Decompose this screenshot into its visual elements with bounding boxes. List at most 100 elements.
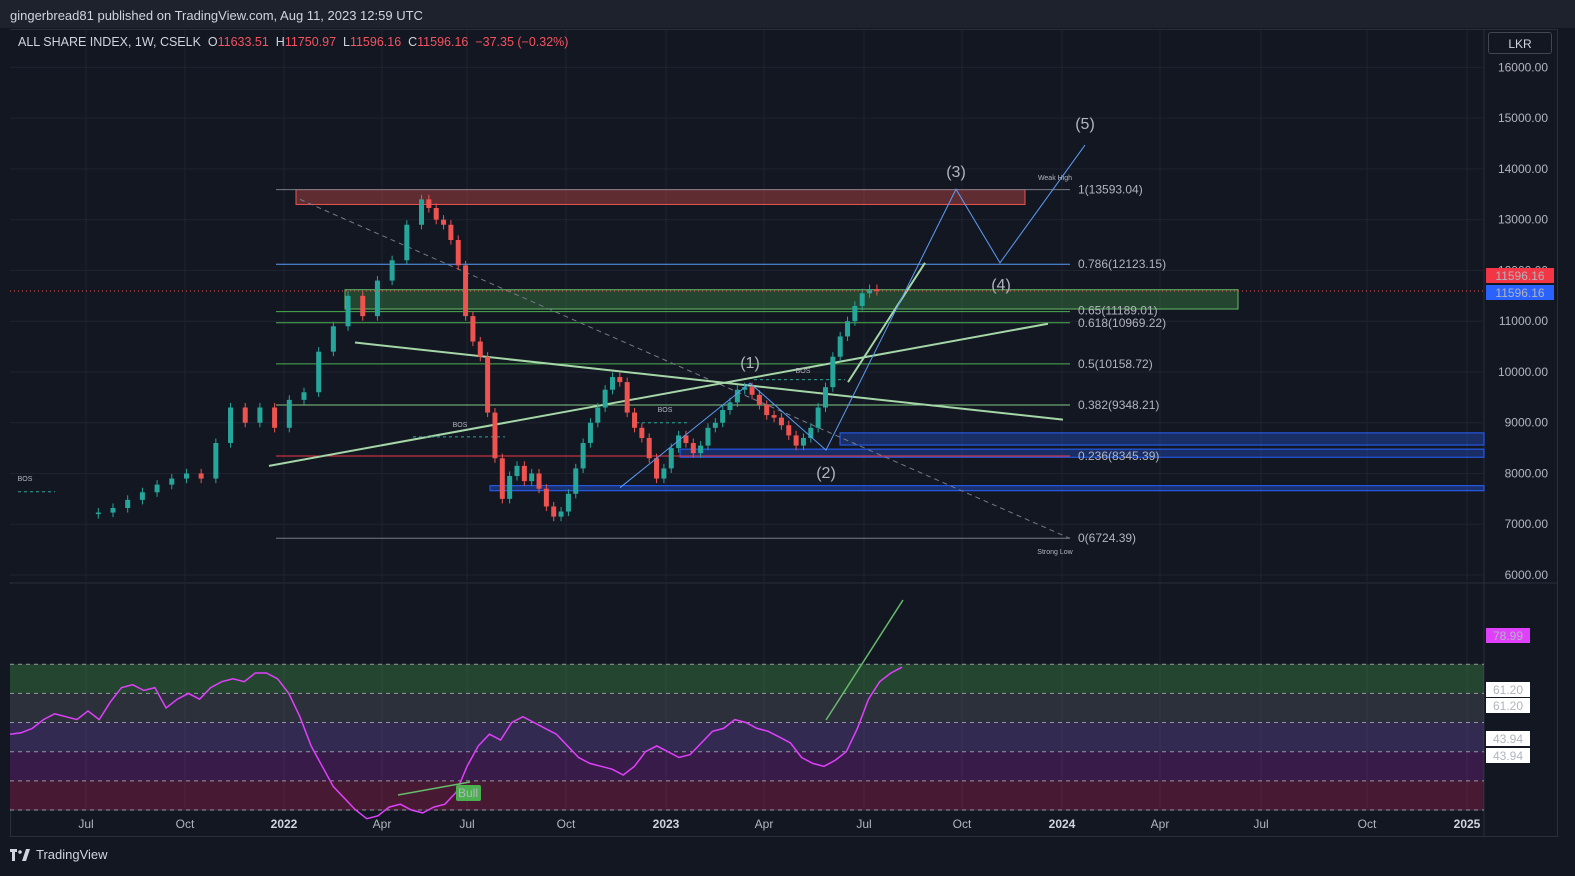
weak-high-label: Weak High: [1038, 175, 1072, 182]
bos-label: BOS: [18, 476, 33, 483]
rsi-level-label: 61.20: [1493, 699, 1523, 713]
price-tick-label: 6000.00: [1505, 568, 1549, 582]
rsi-level-badge: [1486, 731, 1530, 746]
rsi-band: [10, 722, 1484, 752]
wave-label: (2): [816, 465, 836, 482]
candle: [499, 458, 505, 499]
candle: [624, 382, 630, 413]
candle: [455, 239, 461, 266]
candle: [433, 208, 439, 220]
fib-label: 0.382(9348.21): [1078, 398, 1159, 412]
legend-close: 11596.16: [417, 35, 469, 49]
bos-label: BOS: [658, 407, 673, 414]
price-tick-label: 11000.00: [1499, 314, 1548, 328]
bull-signal-label: Bull: [458, 786, 478, 800]
legend-low-label: L: [343, 35, 350, 49]
blue-zone-mid: [679, 448, 1485, 458]
candle: [448, 224, 454, 240]
currency-button[interactable]: LKR: [1488, 32, 1552, 54]
candle: [441, 219, 447, 225]
time-tick-label: Jul: [459, 817, 474, 831]
publisher-line: gingerbread81 published on TradingView.c…: [10, 8, 423, 23]
candle: [154, 484, 160, 493]
brand[interactable]: TradingView: [10, 847, 108, 862]
time-tick-label: 2023: [653, 817, 680, 831]
candle: [228, 407, 234, 444]
candle: [690, 443, 696, 454]
candle: [815, 407, 821, 428]
legend-change: −37.35 (−0.32%): [475, 35, 569, 49]
candle: [573, 468, 579, 494]
demand-zone: [344, 289, 1239, 310]
candle: [551, 506, 557, 517]
ohlc-legend: ALL SHARE INDEX, 1W, CSELK O11633.51 H11…: [18, 35, 568, 49]
candle: [514, 465, 520, 477]
candle: [213, 443, 219, 479]
rsi-value-badge: [1486, 628, 1530, 643]
candle: [778, 417, 784, 426]
fib-label: 0(6724.39): [1078, 531, 1136, 545]
fib-label: 1(13593.04): [1078, 183, 1143, 197]
price-tick-label: 8000.00: [1505, 466, 1549, 480]
candle: [507, 476, 513, 499]
fib-label: 0.5(10158.72): [1078, 357, 1153, 371]
candle: [470, 316, 476, 342]
blue-zone-upper: [839, 432, 1485, 446]
rsi-level-label: 43.94: [1493, 749, 1523, 763]
bull-signal-badge: [456, 785, 481, 801]
price-tick-label: 7000.00: [1505, 517, 1549, 531]
last-price-badge: [1486, 268, 1554, 283]
candle: [580, 443, 586, 469]
candle: [617, 377, 623, 383]
candle: [683, 435, 689, 444]
wave-label: (3): [946, 164, 966, 181]
price-tick-label: 16000.00: [1498, 60, 1548, 74]
candle: [830, 356, 836, 388]
candle: [734, 389, 740, 403]
rsi-level-badge: [1486, 698, 1530, 713]
candle: [286, 399, 292, 428]
price-tick-label: 10000.00: [1498, 365, 1548, 379]
candle: [536, 473, 542, 489]
time-tick-label: Apr: [373, 817, 392, 831]
candle: [874, 289, 880, 291]
time-tick-label: Oct: [176, 817, 195, 831]
candle: [742, 387, 748, 390]
brand-name: TradingView: [36, 847, 108, 862]
bos-label: BOS: [796, 368, 811, 375]
time-tick-label: 2024: [1049, 817, 1076, 831]
candle: [242, 407, 248, 423]
candle: [676, 435, 682, 449]
legend-open: 11633.51: [217, 35, 269, 49]
time-tick-label: Jul: [1253, 817, 1268, 831]
candle: [595, 407, 601, 423]
candle: [198, 473, 204, 479]
candle: [360, 295, 366, 317]
support-trendline: [268, 322, 1049, 467]
candle: [845, 321, 851, 337]
candle: [852, 305, 858, 322]
rsi-level-label: 43.94: [1493, 732, 1523, 746]
rsi-breakout-line: [825, 599, 904, 721]
rsi-value-label: 78.99: [1493, 629, 1523, 643]
time-tick-label: Oct: [557, 817, 576, 831]
last-price-label-blue: 11596.16: [1495, 286, 1544, 300]
candle: [786, 425, 792, 436]
rsi-band: [10, 693, 1484, 723]
rsi-level-label: 61.20: [1493, 683, 1523, 697]
fib-label: 0.618(10969.22): [1078, 316, 1166, 330]
candle: [749, 387, 755, 395]
rsi-overbought-band: [10, 664, 1484, 694]
resistance-trendline: [354, 341, 1064, 421]
candle: [558, 511, 564, 517]
candle: [125, 499, 131, 508]
candle: [654, 458, 660, 479]
candle: [859, 293, 865, 306]
candle: [95, 512, 101, 515]
time-tick-label: Oct: [1358, 817, 1377, 831]
publisher-bar: [0, 0, 1575, 28]
candle: [587, 422, 593, 444]
time-tick-label: Jul: [78, 817, 93, 831]
time-tick-label: Oct: [953, 817, 972, 831]
